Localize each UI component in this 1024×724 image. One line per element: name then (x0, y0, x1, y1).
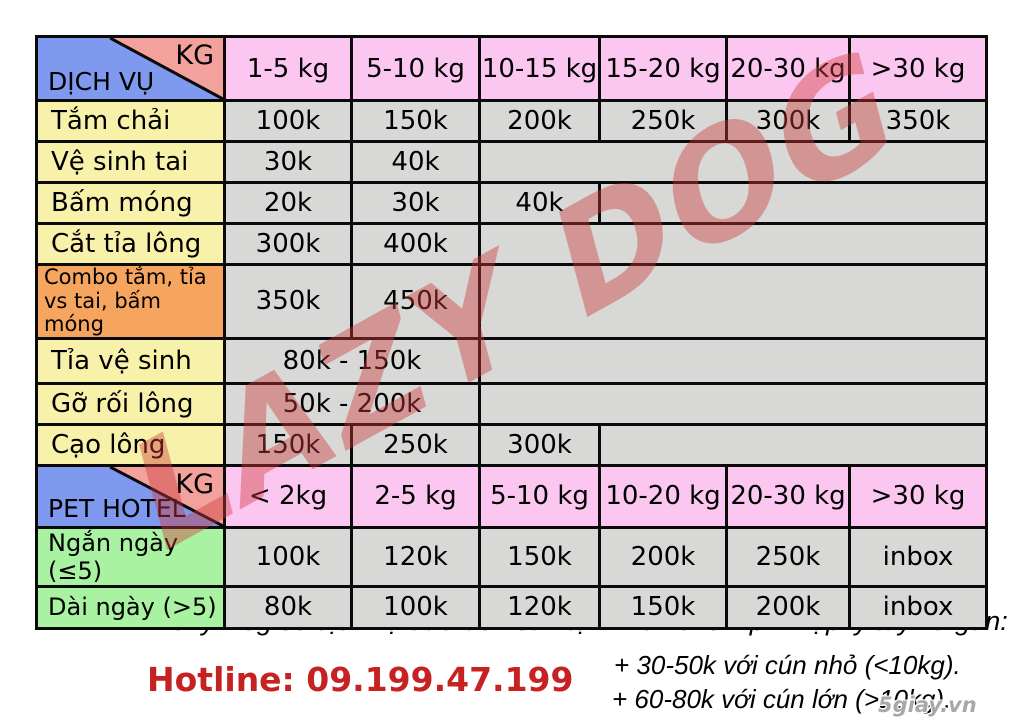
weight-header: 1-5 kg (223, 35, 353, 102)
price-cell: 150k (350, 99, 481, 143)
price-cell: 80k (223, 584, 353, 630)
weight-header: 5-10 kg (478, 463, 601, 529)
service-label: Tắm chải (35, 99, 226, 143)
price-cell: 400k (350, 222, 481, 266)
service-row-tia-ve-sinh: Tỉa vệ sinh 80k - 150k (35, 336, 988, 385)
service-label: Gỡ rối lông (35, 381, 226, 426)
price-cell: 120k (478, 584, 601, 630)
service-label: Cạo lông (35, 422, 226, 467)
price-cell: 300k (478, 422, 601, 467)
service-row-cao-long: Cạo lông 150k 250k 300k (35, 422, 988, 467)
corner-kg-label: KG (175, 40, 214, 71)
hotel-header-row: KG PET HOTEL < 2kg 2-5 kg 5-10 kg 10-20 … (35, 463, 988, 529)
hotel-row-dai-ngay: Dài ngày (>5) 80k 100k 120k 150k 200k in… (35, 584, 988, 630)
empty-cell (478, 222, 988, 266)
service-label: Bấm móng (35, 181, 226, 225)
price-cell: 100k (223, 525, 353, 588)
site-watermark: 5giay.vn (878, 693, 977, 717)
price-cell: 300k (725, 99, 851, 143)
price-cell: 200k (598, 525, 728, 588)
service-row-combo: Combo tắm, tỉa vs tai, bấm móng 350k 450… (35, 263, 988, 340)
empty-cell (478, 336, 988, 385)
service-row-ve-sinh-tai: Vệ sinh tai 30k 40k (35, 140, 988, 184)
price-cell: 300k (223, 222, 353, 266)
weight-header: < 2kg (223, 463, 353, 529)
corner-service-label: DỊCH VỤ (48, 67, 155, 96)
weight-header: 10-20 kg (598, 463, 728, 529)
weight-header: 20-30 kg (725, 463, 851, 529)
diagonal-split-icon (38, 39, 222, 98)
price-cell: 200k (478, 99, 601, 143)
price-cell: 40k (478, 181, 601, 225)
empty-cell (478, 381, 988, 426)
weight-header: 15-20 kg (598, 35, 728, 102)
price-cell: inbox (848, 584, 988, 630)
diagonal-split-icon (38, 468, 222, 525)
price-range-cell: 80k - 150k (223, 336, 481, 385)
price-range-cell: 50k - 200k (223, 381, 481, 426)
price-cell: 100k (223, 99, 353, 143)
services-corner-cell: KG DỊCH VỤ (35, 35, 226, 102)
price-cell: 150k (223, 422, 353, 467)
weight-header: 20-30 kg (725, 35, 851, 102)
services-header-row: KG DỊCH VỤ 1-5 kg 5-10 kg 10-15 kg 15-20… (35, 35, 988, 102)
price-cell: 120k (350, 525, 481, 588)
empty-cell (478, 140, 988, 184)
price-cell: 250k (350, 422, 481, 467)
service-label: Cắt tỉa lông (35, 222, 226, 266)
large-dog-fee-note: + 60-80k với cún lớn (>10kg). (612, 684, 952, 714)
empty-cell (598, 422, 988, 467)
price-cell: 150k (478, 525, 601, 588)
price-cell: 250k (725, 525, 851, 588)
hotel-corner-cell: KG PET HOTEL (35, 463, 226, 529)
price-cell: 150k (598, 584, 728, 630)
hotline-text: Hotline: 09.199.47.199 (147, 660, 574, 699)
price-cell: 40k (350, 140, 481, 184)
empty-cell (478, 263, 988, 340)
corner-kg-label: KG (175, 468, 214, 500)
hotel-row-ngan-ngay: Ngắn ngày (≤5) 100k 120k 150k 200k 250k … (35, 525, 988, 588)
weight-header: 2-5 kg (350, 463, 481, 529)
corner-hotel-label: PET HOTEL (48, 493, 186, 523)
price-cell: 450k (350, 263, 481, 340)
price-cell: 200k (725, 584, 851, 630)
price-cell: 350k (223, 263, 353, 340)
weight-header: 10-15 kg (478, 35, 601, 102)
service-row-tam-chai: Tắm chải 100k 150k 200k 250k 300k 350k (35, 99, 988, 143)
price-cell: 350k (848, 99, 988, 143)
empty-cell (598, 181, 988, 225)
service-label: Vệ sinh tai (35, 140, 226, 184)
small-dog-fee-note: + 30-50k với cún nhỏ (<10kg). (614, 650, 961, 680)
price-cell: inbox (848, 525, 988, 588)
price-cell: 30k (223, 140, 353, 184)
service-row-cat-tia-long: Cắt tỉa lông 300k 400k (35, 222, 988, 266)
price-cell: 250k (598, 99, 728, 143)
weight-header: >30 kg (848, 463, 988, 529)
service-row-bam-mong: Bấm móng 20k 30k 40k (35, 181, 988, 225)
hotel-label: Dài ngày (>5) (35, 584, 226, 630)
price-cell: 30k (350, 181, 481, 225)
price-cell: 100k (350, 584, 481, 630)
hotel-label: Ngắn ngày (≤5) (35, 525, 226, 588)
price-cell: 20k (223, 181, 353, 225)
service-row-go-roi-long: Gỡ rối lông 50k - 200k (35, 381, 988, 426)
service-label: Tỉa vệ sinh (35, 336, 226, 385)
weight-header: 5-10 kg (350, 35, 481, 102)
price-table: KG DỊCH VỤ 1-5 kg 5-10 kg 10-15 kg 15-20… (35, 35, 988, 630)
service-label: Combo tắm, tỉa vs tai, bấm móng (35, 263, 226, 340)
weight-header: >30 kg (848, 35, 988, 102)
